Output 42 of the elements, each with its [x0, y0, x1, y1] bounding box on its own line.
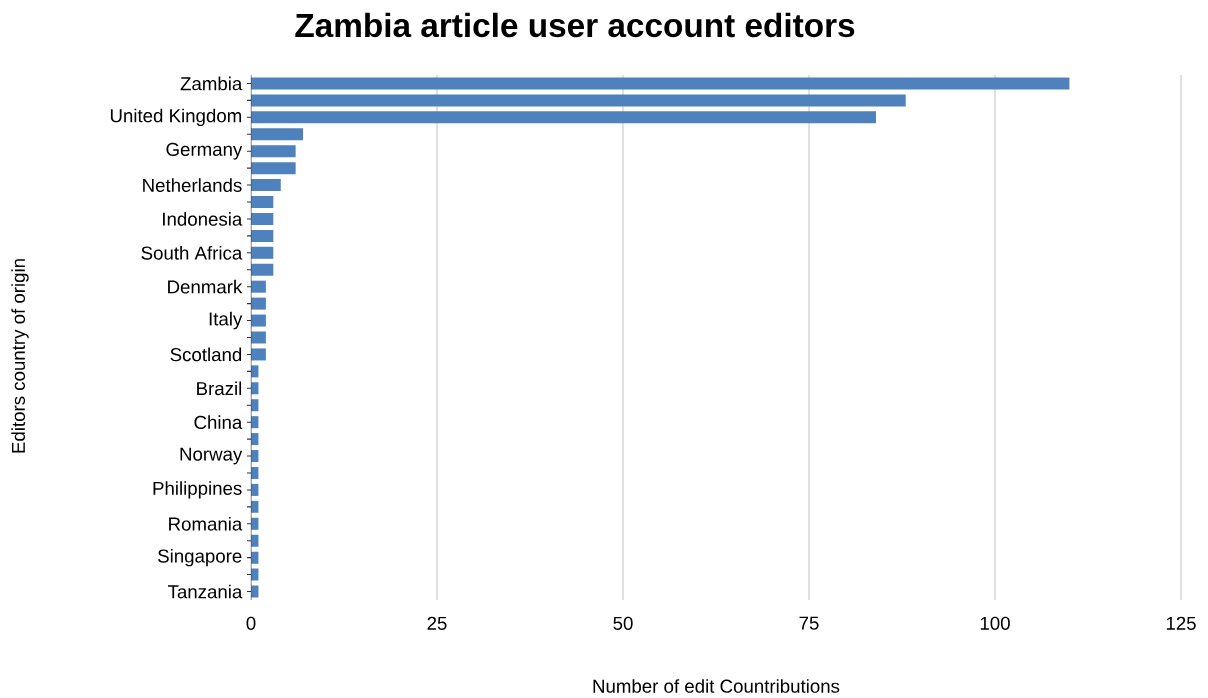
y-tick-label: South Africa: [141, 245, 243, 260]
y-tick-label: Germany: [166, 142, 243, 160]
bar: [251, 212, 274, 225]
y-tick-label: Zambia: [180, 76, 243, 91]
y-axis-title: Editors country of origin: [11, 259, 29, 453]
x-tick-label: 0: [246, 616, 256, 630]
y-tick-label: China: [194, 415, 243, 430]
y-tick-label: Norway: [180, 447, 243, 465]
x-tick-label: 75: [799, 616, 819, 630]
x-tick-label: 100: [980, 616, 1010, 630]
x-tick-label: 125: [1166, 616, 1196, 630]
bar: [251, 77, 1070, 90]
y-tick-label: Netherlands: [143, 178, 242, 192]
y-tick-label: Denmark: [168, 279, 243, 294]
bar: [251, 229, 274, 242]
x-tick-label: 50: [613, 616, 633, 630]
bar: [251, 331, 266, 344]
y-tick-label: Indonesia: [163, 212, 243, 226]
bar: [251, 263, 274, 276]
bar: [251, 128, 304, 141]
bar: [251, 280, 266, 293]
y-tick-label: Philippines: [153, 481, 242, 499]
bar: [251, 145, 296, 158]
y-tick-label: Brazil: [197, 381, 242, 396]
x-tick-label: 25: [427, 616, 447, 630]
bar: [251, 348, 266, 361]
y-tick-label: Romania: [169, 516, 243, 531]
chart-title: Zambia article user account editors: [295, 12, 855, 38]
bar: [251, 246, 274, 259]
y-tick-label: Italy: [209, 311, 243, 330]
x-axis-title: Number of edit Countributions: [593, 679, 840, 693]
y-tick-label: Tanzania: [167, 584, 243, 599]
bar: [251, 111, 876, 124]
bar: [251, 162, 296, 175]
y-tick-label: Singapore: [158, 548, 242, 567]
bar: [251, 179, 281, 192]
bar: [251, 94, 906, 107]
y-tick-label: Scotland: [170, 347, 242, 362]
bar: [251, 314, 266, 327]
y-tick-label: United Kingdom: [110, 108, 242, 127]
bar: [251, 196, 274, 209]
bar: [251, 297, 266, 310]
